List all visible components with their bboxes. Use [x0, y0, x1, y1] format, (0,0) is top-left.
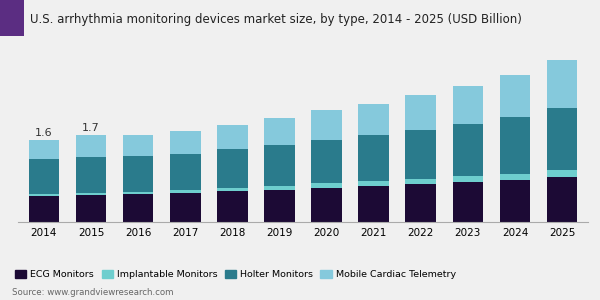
Bar: [264, 186, 295, 190]
Bar: [76, 193, 106, 195]
Text: U.S. arrhythmia monitoring devices market size, by type, 2014 - 2025 (USD Billio: U.S. arrhythmia monitoring devices marke…: [30, 13, 522, 26]
Bar: [547, 170, 577, 177]
Bar: [123, 135, 154, 156]
Bar: [547, 177, 577, 222]
Bar: [217, 125, 248, 149]
Bar: [264, 190, 295, 222]
Bar: [406, 130, 436, 179]
Legend: ECG Monitors, Implantable Monitors, Holter Monitors, Mobile Cardiac Telemetry: ECG Monitors, Implantable Monitors, Holt…: [11, 266, 460, 283]
Bar: [547, 60, 577, 108]
Bar: [358, 104, 389, 135]
Bar: [217, 149, 248, 188]
Bar: [406, 95, 436, 130]
Bar: [76, 157, 106, 193]
Bar: [406, 184, 436, 222]
Bar: [547, 108, 577, 170]
Bar: [76, 135, 106, 157]
Bar: [311, 140, 342, 183]
Bar: [358, 182, 389, 186]
Bar: [500, 174, 530, 180]
Bar: [29, 140, 59, 159]
Text: Source: www.grandviewresearch.com: Source: www.grandviewresearch.com: [12, 288, 173, 297]
Bar: [170, 193, 200, 222]
Bar: [452, 124, 483, 176]
Bar: [500, 75, 530, 117]
Bar: [123, 192, 154, 194]
Bar: [170, 131, 200, 154]
Bar: [452, 182, 483, 222]
FancyBboxPatch shape: [0, 0, 24, 36]
Bar: [311, 110, 342, 140]
Bar: [264, 118, 295, 145]
Bar: [170, 190, 200, 193]
Bar: [406, 179, 436, 184]
Bar: [123, 156, 154, 192]
Bar: [29, 196, 59, 222]
Bar: [452, 176, 483, 182]
Text: 1.6: 1.6: [35, 128, 53, 138]
Bar: [217, 191, 248, 222]
Bar: [217, 188, 248, 191]
Bar: [29, 194, 59, 196]
Bar: [123, 194, 154, 222]
Bar: [500, 180, 530, 222]
Bar: [452, 86, 483, 124]
Bar: [358, 186, 389, 222]
Bar: [76, 195, 106, 222]
Bar: [358, 135, 389, 182]
Bar: [264, 145, 295, 186]
Bar: [500, 117, 530, 174]
Bar: [311, 188, 342, 222]
Bar: [29, 159, 59, 194]
Bar: [170, 154, 200, 190]
Text: 1.7: 1.7: [82, 122, 100, 133]
Bar: [311, 183, 342, 188]
